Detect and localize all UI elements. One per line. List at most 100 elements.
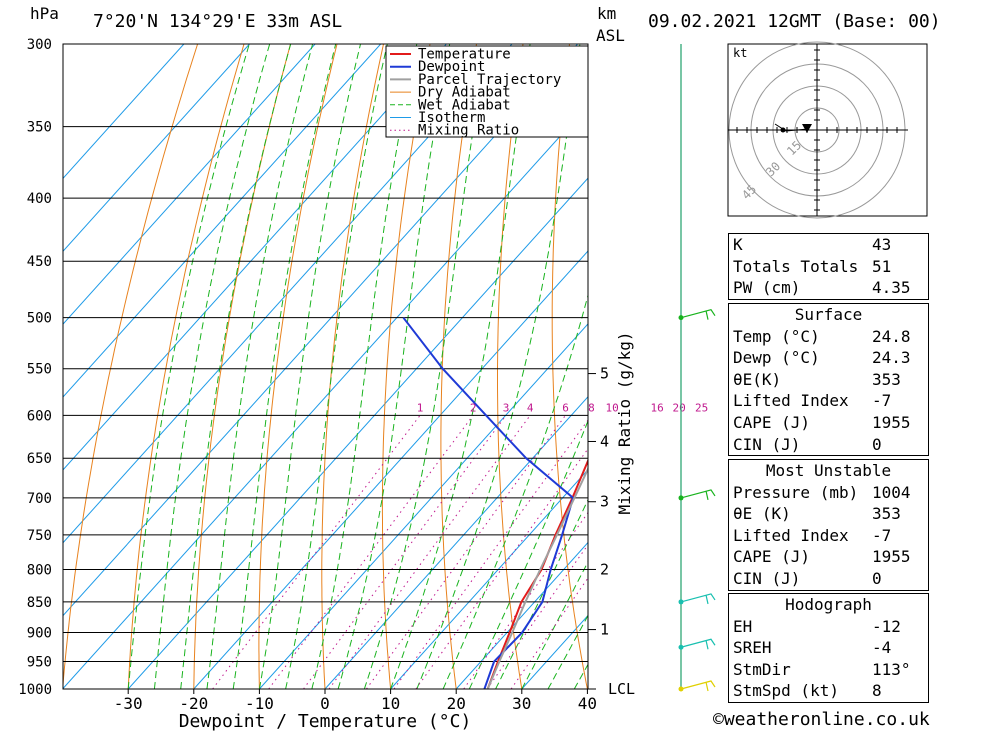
isotherm-line (390, 468, 588, 689)
pressure-tick-label: 650 (27, 451, 52, 467)
km-tick-label: 3 (600, 493, 609, 511)
isotherm-line (455, 541, 588, 689)
mu-cin-label: CIN (J) (733, 568, 801, 588)
mu-cin-value: 0 (872, 568, 882, 588)
mixing-ratio-label: 8 (588, 401, 595, 414)
dry-adiabat-line (193, 44, 291, 689)
surface-theta-value: 353 (872, 369, 901, 389)
copyright-link[interactable]: ©weatheronline.co.uk (713, 709, 930, 730)
temperature-tick-label: -10 (245, 694, 274, 713)
stmdir-value: 113° (872, 659, 911, 679)
dry-adiabat-line (440, 44, 477, 689)
pressure-tick-label: 500 (27, 311, 52, 327)
km-tick-label: 2 (600, 560, 609, 578)
isotherm-line (63, 44, 513, 544)
hodograph-trace (774, 123, 809, 132)
wind-barb (680, 593, 716, 603)
legend-label: Dewpoint (418, 59, 485, 75)
totals-totals-value: 51 (872, 256, 892, 276)
dry-adiabat-line (381, 44, 431, 689)
mu-li-value: -7 (872, 525, 892, 545)
mu-theta-label: θE (K) (733, 504, 791, 524)
mixing-ratio-line (510, 577, 588, 689)
mixing-ratio-line (365, 415, 566, 689)
wet-adiabat-line (127, 44, 250, 689)
mixing-ratio-axis-title: Mixing Ratio (g/kg) (615, 331, 634, 514)
pw-label: PW (cm) (733, 278, 801, 298)
mixing-ratio-line (268, 414, 474, 689)
indices-table: K 43 Totals Totals 51 PW (cm) 4.35 (728, 233, 929, 300)
most-unstable-table: Most Unstable Pressure (mb) 1004 θE (K) 35… (728, 459, 929, 591)
legend-label: Mixing Ratio (418, 123, 519, 139)
dry-adiabat-line (127, 44, 245, 689)
wet-adiabat-line (442, 293, 588, 689)
surface-cin-label: CIN (J) (733, 434, 801, 454)
legend-label: Parcel Trajectory (418, 72, 561, 88)
legend-label: Wet Adiabat (418, 97, 511, 113)
wet-adiabat-line (311, 44, 418, 689)
mu-theta-value: 353 (872, 504, 901, 524)
surface-temp-label: Temp (°C) (733, 326, 820, 346)
temperature-tick-label: 10 (381, 694, 400, 713)
dry-adiabat-line (657, 44, 719, 689)
isotherm-line (63, 44, 447, 471)
isotherm-line (193, 250, 588, 689)
dewpoint-profile (402, 317, 575, 689)
isotherm-line (63, 44, 185, 180)
surface-title: Surface (794, 305, 863, 324)
mixing-ratio-line (486, 543, 588, 689)
dry-adiabat-line (941, 44, 1000, 689)
surface-dewp-label: Dewp (°C) (733, 348, 820, 368)
wet-adiabat-line (468, 419, 588, 689)
wind-barb-flag (705, 310, 709, 320)
mu-cape-value: 1955 (872, 547, 911, 567)
sreh-value: -4 (872, 638, 892, 658)
wind-barb (680, 638, 716, 648)
pressure-tick-label: 550 (27, 362, 52, 378)
pressure-tick-label: 350 (27, 120, 52, 136)
pressure-axis: 300 350 400 450 500 550 600 650 700 750 800 850 900 9… (18, 37, 52, 698)
mixing-ratio-label: 2 (470, 401, 477, 414)
pw-value: 4.35 (872, 278, 911, 298)
pressure-tick-label: 1000 (18, 682, 52, 698)
isotherm-line (63, 44, 578, 617)
surface-cape-label: CAPE (J) (733, 412, 811, 432)
pressure-tick-label: 600 (27, 408, 52, 424)
totals-totals-label: Totals Totals (733, 256, 859, 276)
surface-dewp-value: 24.3 (872, 348, 911, 368)
mixing-ratio-line (393, 419, 588, 689)
wind-barb-flag (705, 490, 709, 501)
dry-adiabat-line (258, 44, 338, 689)
mixing-ratio-label: 3 (503, 401, 510, 414)
surface-cape-value: 1955 (872, 412, 911, 432)
plot-frame (62, 43, 589, 690)
wind-barb-flag (705, 594, 709, 605)
mixing-ratio-label: 10 (605, 401, 618, 414)
mixing-ratio-label: 25 (695, 401, 708, 414)
dry-adiabat-line (497, 44, 524, 689)
km-axis: 5 4 3 2 1 LCL (588, 365, 635, 698)
hpa-unit-label: hPa (30, 4, 59, 23)
mixing-ratio-labels: 1 2 3 4 6 8 10 16 20 25 (417, 401, 709, 414)
mu-pressure-value: 1004 (872, 482, 911, 502)
legend-label: Dry Adiabat (418, 85, 511, 101)
parcel-trajectory (486, 466, 588, 689)
km-tick-label: 4 (600, 432, 609, 450)
km-tick-label: 1 (600, 621, 609, 639)
location-label: 7°20'N 134°29'E 33m ASL (93, 11, 342, 32)
hodograph-table: Hodograph EH -12 SREH -4 StmDir 113° StmSpd… (728, 593, 929, 703)
dry-adiabat-line (551, 44, 588, 689)
pressure-tick-label: 700 (27, 491, 52, 507)
temperature-profile (486, 458, 588, 689)
legend-label: Temperature (418, 47, 511, 63)
stmdir-label: StmDir (733, 659, 791, 679)
km-unit-label: km (597, 4, 616, 23)
km-tick-label: 5 (600, 365, 609, 383)
mixing-ratio-line (415, 447, 588, 689)
temperature-tick-label: 0 (320, 694, 330, 713)
temperature-tick-label: 30 (512, 694, 531, 713)
hodograph-table-title: Hodograph (785, 595, 872, 614)
wind-barb-flag (705, 640, 709, 650)
surface-table: Surface Temp (°C) 24.8 Dewp (°C) 24.3 θE(K… (728, 303, 929, 457)
